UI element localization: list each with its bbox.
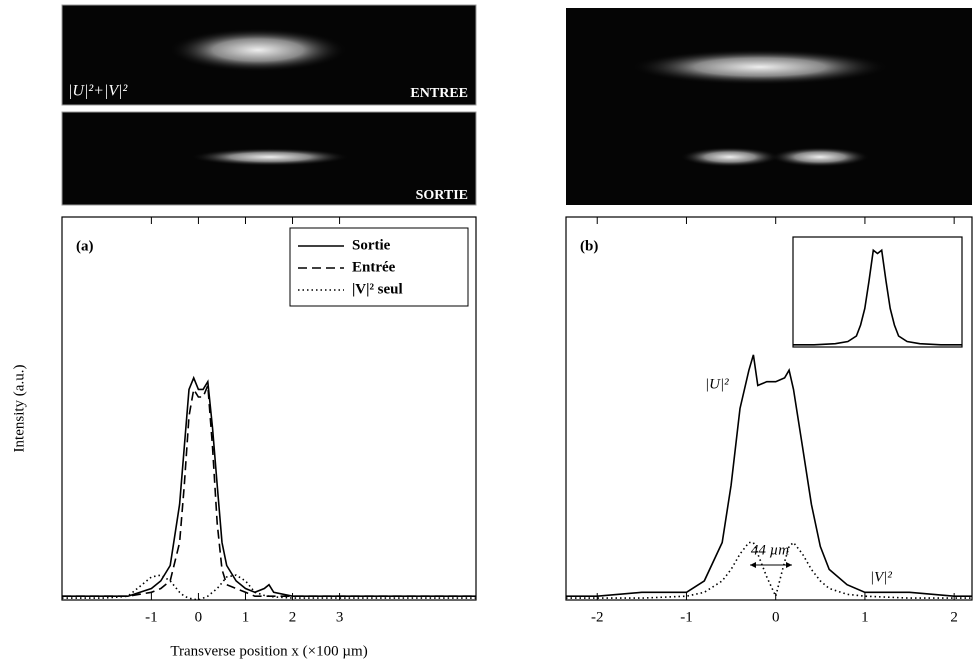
x-tick-label: 3 bbox=[336, 609, 344, 625]
x-tick-label: 2 bbox=[950, 609, 958, 625]
x-tick-label: 0 bbox=[772, 609, 780, 625]
series-line bbox=[566, 354, 972, 597]
series-line bbox=[62, 574, 476, 601]
panel-label: (a) bbox=[76, 238, 94, 254]
x-tick-label: -1 bbox=[680, 609, 693, 625]
image-label: ENTREE bbox=[410, 86, 468, 101]
panel-label: (b) bbox=[580, 238, 598, 254]
plot-frame bbox=[565, 216, 973, 601]
beam bbox=[190, 148, 350, 166]
legend-label: |V|² seul bbox=[352, 281, 403, 297]
annotation: |V|² bbox=[870, 569, 892, 585]
x-tick-label: 0 bbox=[195, 609, 203, 625]
beam bbox=[630, 49, 890, 85]
annotation: |U|² bbox=[705, 376, 729, 392]
x-tick-label: 2 bbox=[289, 609, 297, 625]
x-tick-label: 1 bbox=[242, 609, 250, 625]
x-tick-label: 1 bbox=[861, 609, 869, 625]
camera-images: |U|²+|V|² ENTREE SORTIE bbox=[61, 4, 972, 206]
y-axis-label: Intensity (a.u.) bbox=[11, 365, 27, 453]
series-line bbox=[62, 385, 476, 597]
x-axis-label: Transverse position x (×100 µm) bbox=[170, 643, 367, 659]
series-line bbox=[793, 248, 962, 346]
x-tick-label: -1 bbox=[145, 609, 158, 625]
series-line bbox=[62, 375, 476, 597]
beam bbox=[680, 147, 780, 167]
beam bbox=[770, 147, 870, 167]
legend-label: Sortie bbox=[352, 237, 391, 253]
beam bbox=[168, 28, 348, 72]
image-label: SORTIE bbox=[416, 188, 468, 203]
legend-label: Entrée bbox=[352, 259, 396, 275]
plot-frame bbox=[792, 236, 963, 348]
image-right bbox=[566, 8, 972, 205]
image-label: |U|²+|V|² bbox=[68, 83, 129, 100]
legend-box bbox=[289, 227, 469, 307]
plot-frame bbox=[61, 216, 477, 601]
x-tick-label: -2 bbox=[591, 609, 604, 625]
annotation: 44 µm bbox=[751, 542, 789, 558]
